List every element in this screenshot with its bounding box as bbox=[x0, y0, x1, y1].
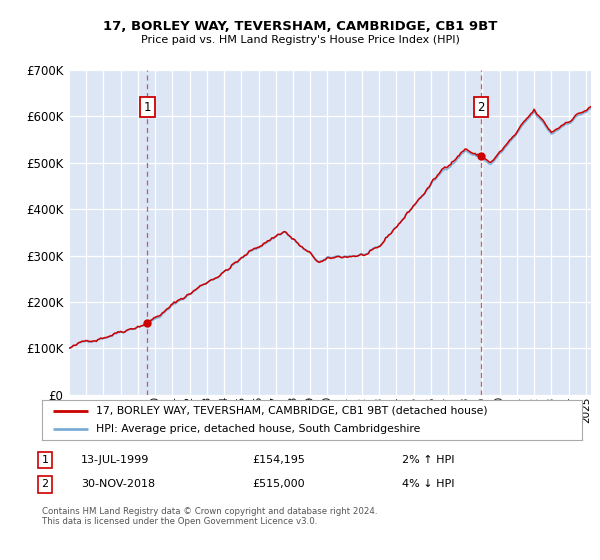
Text: 13-JUL-1999: 13-JUL-1999 bbox=[81, 455, 149, 465]
Text: 17, BORLEY WAY, TEVERSHAM, CAMBRIDGE, CB1 9BT: 17, BORLEY WAY, TEVERSHAM, CAMBRIDGE, CB… bbox=[103, 20, 497, 32]
Text: £154,195: £154,195 bbox=[252, 455, 305, 465]
Text: 17, BORLEY WAY, TEVERSHAM, CAMBRIDGE, CB1 9BT (detached house): 17, BORLEY WAY, TEVERSHAM, CAMBRIDGE, CB… bbox=[96, 406, 488, 416]
Text: 2: 2 bbox=[478, 101, 485, 114]
Text: £515,000: £515,000 bbox=[252, 479, 305, 489]
Text: Contains HM Land Registry data © Crown copyright and database right 2024.
This d: Contains HM Land Registry data © Crown c… bbox=[42, 507, 377, 526]
Text: Price paid vs. HM Land Registry's House Price Index (HPI): Price paid vs. HM Land Registry's House … bbox=[140, 35, 460, 45]
Text: HPI: Average price, detached house, South Cambridgeshire: HPI: Average price, detached house, Sout… bbox=[96, 424, 421, 434]
Text: 1: 1 bbox=[143, 101, 151, 114]
Text: 2: 2 bbox=[41, 479, 49, 489]
Text: 30-NOV-2018: 30-NOV-2018 bbox=[81, 479, 155, 489]
Text: 4% ↓ HPI: 4% ↓ HPI bbox=[402, 479, 455, 489]
Text: 2% ↑ HPI: 2% ↑ HPI bbox=[402, 455, 455, 465]
Text: 1: 1 bbox=[41, 455, 49, 465]
